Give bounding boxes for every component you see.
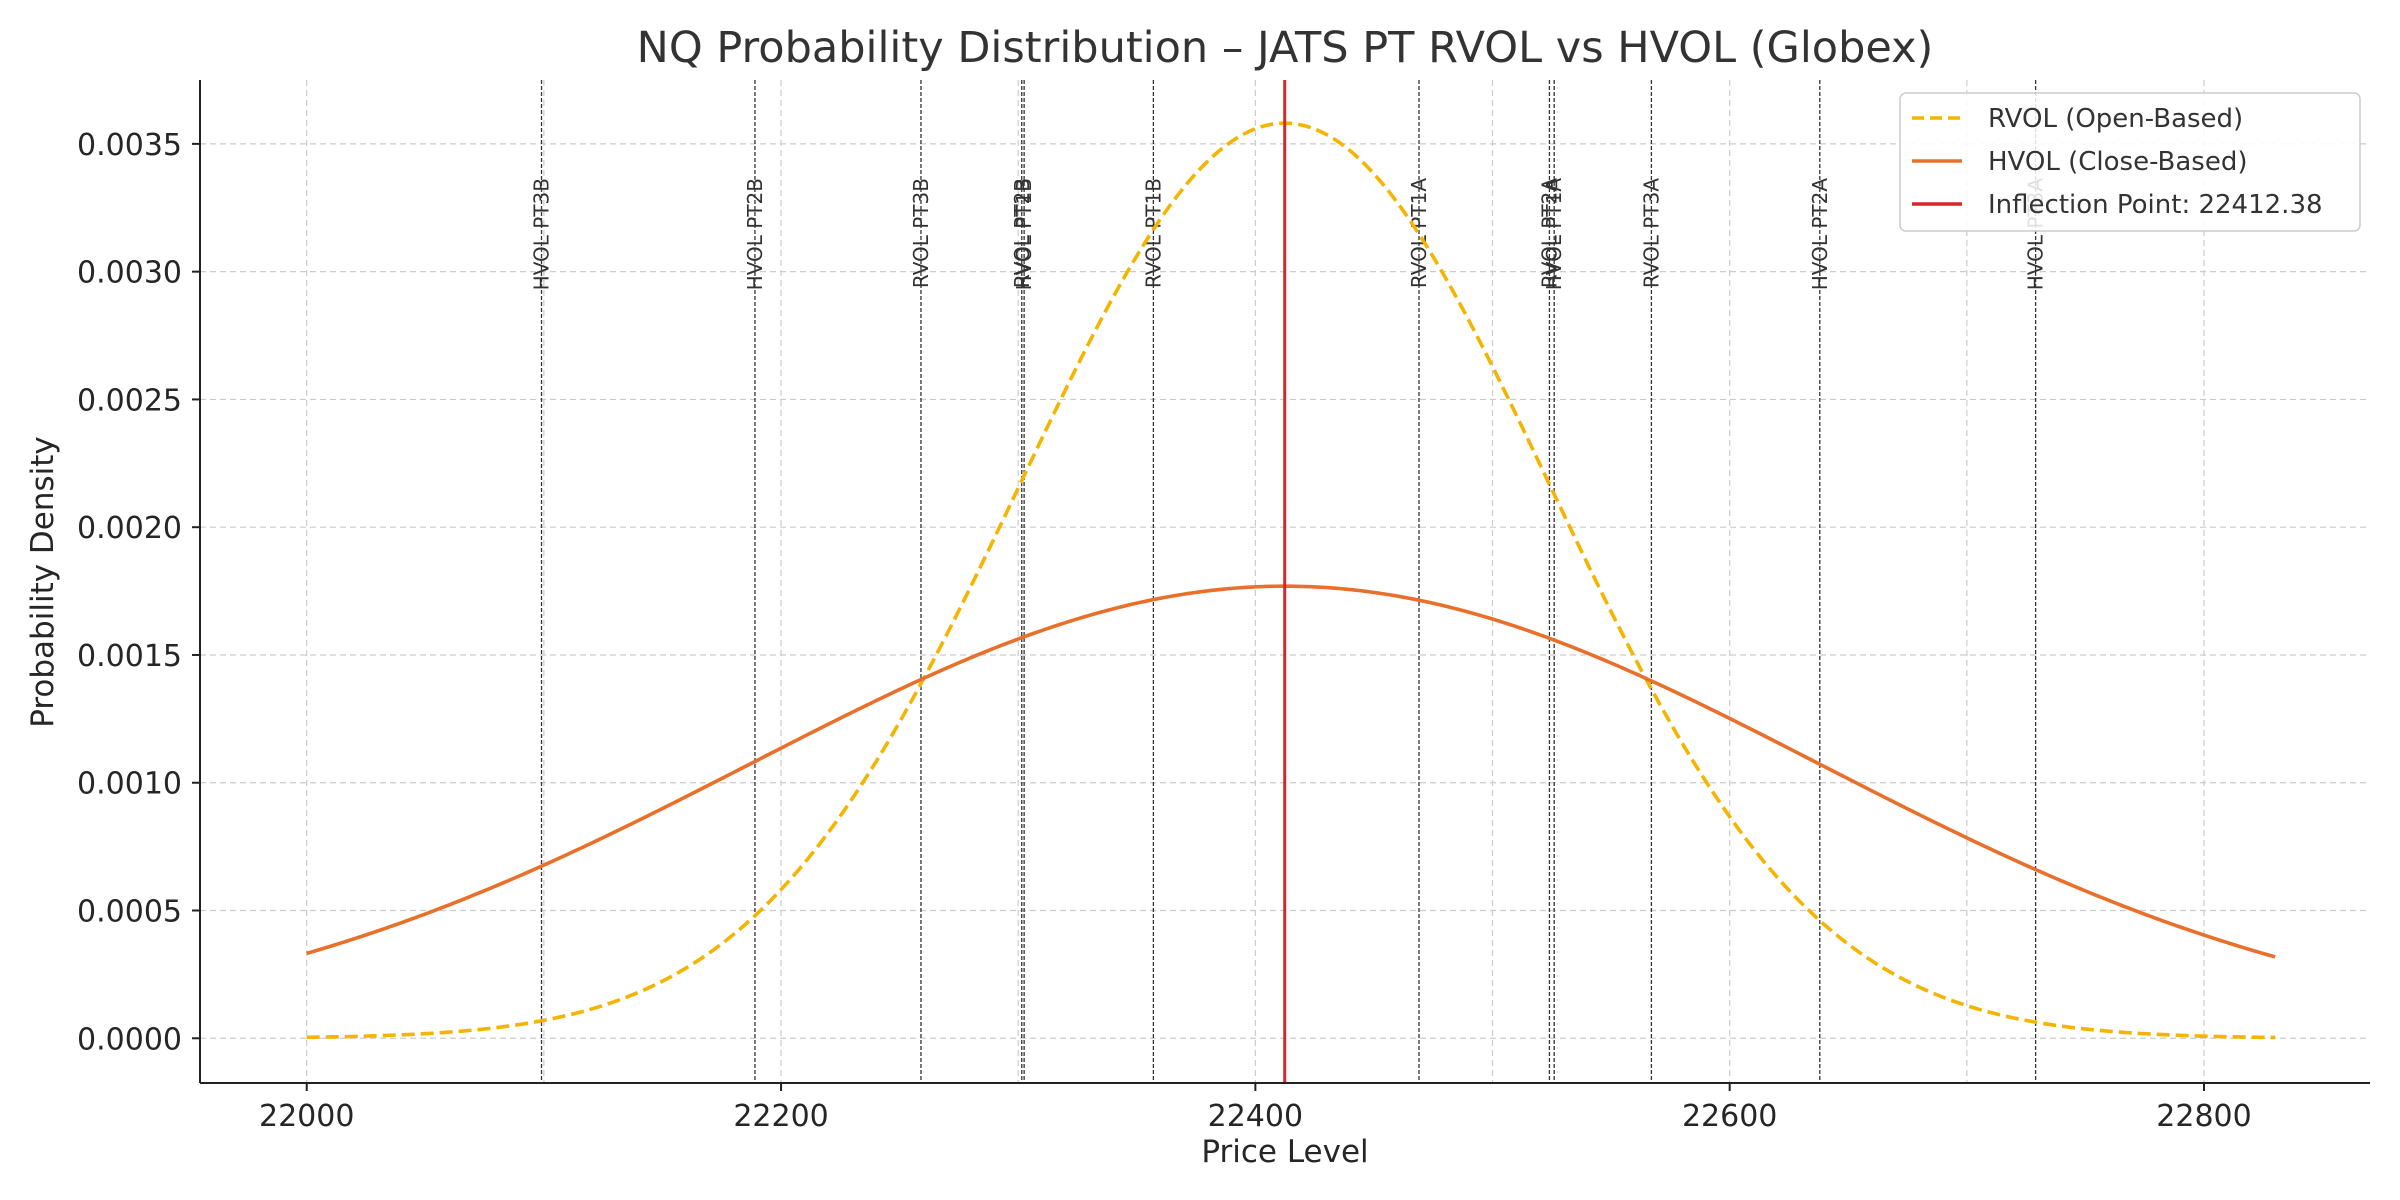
marker-label: RVOL PT2A	[1537, 178, 1561, 288]
marker-label: HVOL PT3B	[530, 178, 554, 290]
target-markers: HVOL PT3B HVOL PT2B RVOL PT3B RVOL PT2BHVOL…	[530, 80, 2048, 1083]
y-tick-label: 0.0005	[77, 895, 182, 930]
marker-label: RVOL PT3B	[909, 178, 933, 288]
marker-label: RVOL PT1B	[1141, 178, 1165, 288]
y-tick-label: 0.0010	[77, 767, 182, 802]
marker-label: RVOL PT3A	[1639, 178, 1663, 288]
x-tick-label: 22000	[259, 1099, 354, 1134]
legend: RVOL (Open-Based) HVOL (Close-Based) Infle…	[1899, 92, 2361, 232]
x-tick-label: 22600	[1682, 1099, 1777, 1134]
distribution-curves	[306, 80, 2276, 1083]
hvol-curve	[306, 584, 2276, 959]
chart-title: NQ Probability Distribution – JATS PT RV…	[637, 23, 1934, 73]
legend-label: HVOL (Close-Based)	[1988, 147, 2247, 177]
marker-label: HVOL PT2A	[1808, 178, 1832, 291]
y-tick-label: 0.0030	[77, 256, 182, 291]
legend-label: RVOL (Open-Based)	[1988, 104, 2243, 134]
y-tick-label: 0.0000	[77, 1022, 182, 1057]
y-tick-label: 0.0025	[77, 383, 182, 418]
marker-label: HVOL PT1A	[1542, 178, 1566, 291]
y-tick-label: 0.0020	[77, 511, 182, 546]
rvol-curve	[306, 121, 2276, 1040]
x-axis-title: Price Level	[1201, 1134, 1368, 1170]
axes: 22000 22200 22400 22600 22800 0.0000 0.0005 0.0…	[77, 80, 2370, 1134]
marker-label: RVOL PT2B	[1010, 178, 1034, 288]
legend-box	[1899, 92, 2361, 232]
legend-label: Inflection Point: 22412.38	[1988, 190, 2323, 220]
y-tick-label: 0.0015	[77, 639, 182, 674]
y-tick-label: 0.0035	[77, 128, 182, 163]
marker-label: HVOL PT2B	[743, 178, 767, 290]
marker-label: RVOL PT1A	[1407, 178, 1431, 288]
x-tick-label: 22400	[1208, 1099, 1303, 1134]
x-tick-label: 22200	[733, 1099, 828, 1134]
y-axis-title: Probability Density	[25, 436, 61, 728]
x-tick-label: 22800	[2156, 1099, 2251, 1134]
marker-label: HVOL PT1B	[1012, 178, 1036, 290]
